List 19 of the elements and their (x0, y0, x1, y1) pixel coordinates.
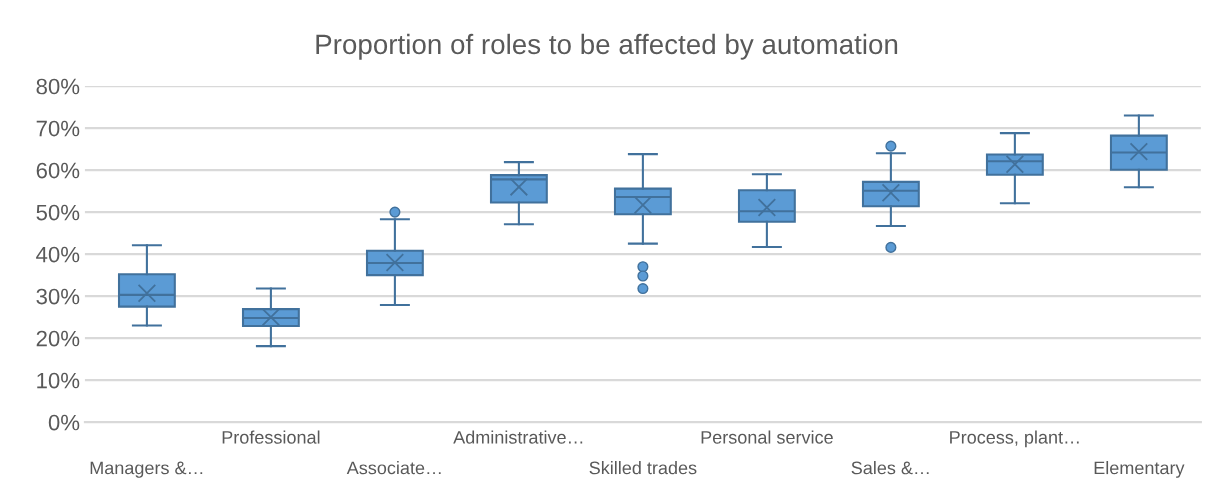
x-tick-label: Managers &… (90, 461, 203, 478)
x-tick-label: Sales &… (851, 461, 929, 475)
x-tick-label: Associate… (346, 461, 441, 475)
chart-title: Proportion of roles to be affected by automation (316, 33, 898, 60)
y-tick-label: 0% (48, 414, 80, 431)
x-tick-label: Professional (222, 430, 320, 444)
y-tick-label: 30% (36, 288, 80, 305)
x-tick-label: Elementary (1094, 461, 1185, 478)
y-tick-label: 10% (37, 372, 80, 389)
y-tick-label: 20% (36, 330, 80, 347)
y-tick-label: 60% (36, 162, 80, 179)
x-tick-label: Skilled trades (589, 461, 697, 475)
x-tick-label: Process, plant… (950, 430, 1079, 448)
y-tick-label: 40% (36, 246, 80, 263)
x-tick-label: Personal service (701, 430, 833, 444)
x-tick-label: Administrative… (453, 430, 583, 444)
y-tick-label: 50% (36, 204, 80, 221)
y-tick-label: 70% (36, 120, 80, 137)
y-tick-label: 80% (36, 78, 80, 95)
